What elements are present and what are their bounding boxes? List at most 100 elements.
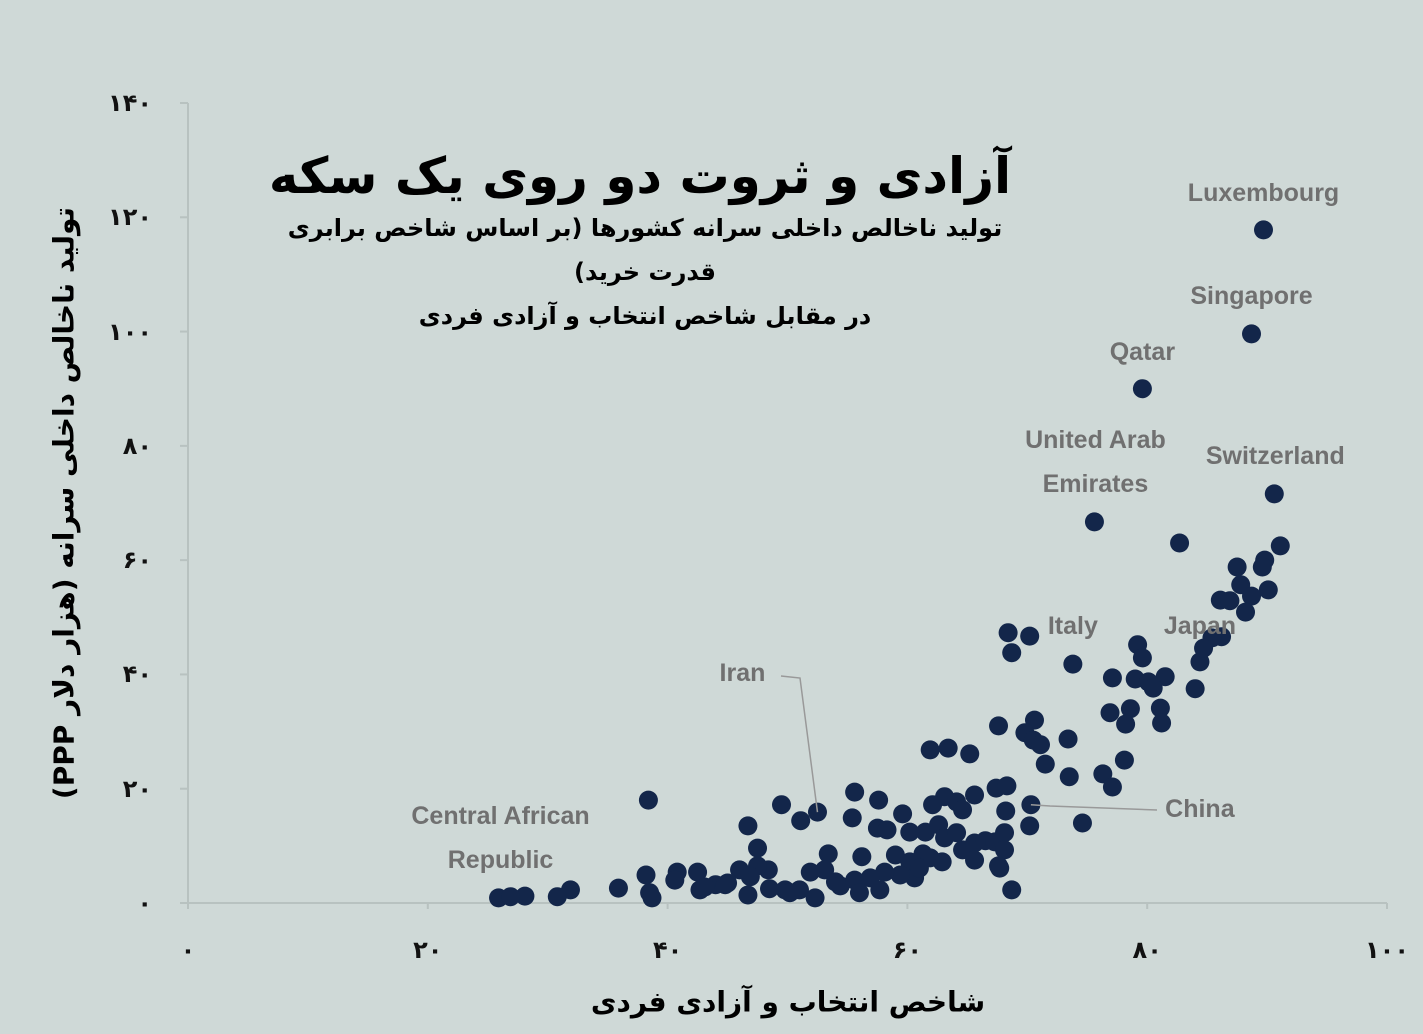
point-label: Central African Republic [411, 801, 590, 874]
point [877, 820, 897, 840]
point [1020, 626, 1040, 646]
point [965, 785, 985, 805]
point-label: Switzerland [1205, 441, 1345, 470]
point [1220, 591, 1240, 611]
y-tick-label: ۴۰ [122, 660, 152, 689]
point [1114, 750, 1134, 770]
point [780, 883, 800, 903]
point [665, 870, 685, 890]
point [805, 888, 825, 908]
point [738, 816, 758, 836]
point [869, 790, 889, 810]
point [501, 887, 521, 907]
point [748, 838, 768, 858]
point [1020, 816, 1040, 836]
point [638, 790, 658, 810]
point [636, 865, 656, 885]
point [1242, 324, 1262, 344]
point [818, 844, 838, 864]
point [1254, 220, 1274, 240]
point [1185, 679, 1205, 699]
y-tick-label: ۱۰۰ [108, 317, 152, 346]
x-tick-label: ۸۰ [1132, 936, 1162, 964]
point [1102, 777, 1122, 797]
point [995, 840, 1015, 860]
leader-line [780, 675, 819, 813]
point [1258, 580, 1278, 600]
x-tick-label: ۱۰۰ [1365, 936, 1409, 964]
point [998, 623, 1018, 643]
point [1002, 643, 1022, 663]
point [1072, 813, 1092, 833]
point [875, 862, 895, 882]
point [1155, 667, 1175, 687]
point-label: Italy [1047, 612, 1098, 641]
point [1242, 586, 1262, 606]
point [923, 795, 943, 815]
y-tick-label: ۶۰ [122, 546, 152, 575]
point-label: Iran [719, 659, 766, 688]
point-label: Qatar [1109, 337, 1176, 366]
point [1132, 379, 1152, 399]
x-tick-label: ۰ [180, 936, 196, 964]
point [715, 875, 735, 895]
point [1194, 638, 1214, 658]
point [1132, 648, 1152, 668]
point-label: Singapore [1190, 281, 1313, 310]
point [1063, 654, 1083, 674]
point [909, 858, 929, 878]
point [1252, 557, 1272, 577]
point [1152, 713, 1172, 733]
point [996, 801, 1016, 821]
point [953, 800, 973, 820]
point [920, 740, 940, 760]
point [830, 876, 850, 896]
point [738, 885, 758, 905]
x-axis-label: شاخص انتخاب و آزادی فردی [590, 985, 986, 1019]
chart-subtitle: تولید ناخالص داخلی سرانه کشورها (بر اساس… [287, 214, 1003, 330]
y-tick-label: ۲۰ [122, 774, 152, 803]
y-tick-label: ۸۰ [122, 431, 152, 460]
point-label: Luxembourg [1187, 178, 1340, 207]
y-tick-label: ۱۲۰ [108, 203, 152, 232]
point [1227, 557, 1247, 577]
point [1100, 703, 1120, 723]
point-label: United Arab Emirates [1025, 425, 1166, 498]
point [1116, 714, 1136, 734]
point [947, 823, 967, 843]
point [1264, 484, 1284, 504]
point [997, 776, 1017, 796]
point-label: China [1165, 794, 1235, 823]
point [1002, 880, 1022, 900]
point [760, 879, 780, 899]
point [1058, 729, 1078, 749]
y-tick-label: ۰ [137, 889, 152, 917]
point [1120, 699, 1140, 719]
point [938, 738, 958, 758]
point [1093, 764, 1113, 784]
x-tick-label: ۲۰ [413, 936, 443, 964]
leader-line [1030, 803, 1158, 811]
point [965, 850, 985, 870]
point [1170, 533, 1190, 553]
point [849, 883, 869, 903]
point [885, 845, 905, 865]
chart-title: آزادی و ثروت دو روی یک سکه [268, 147, 1012, 205]
point [730, 860, 750, 880]
point [995, 823, 1015, 843]
y-tick-label: ۱۴۰ [108, 89, 152, 117]
point [1059, 767, 1079, 787]
x-tick-label: ۴۰ [652, 936, 683, 964]
point [547, 887, 567, 907]
point [1236, 602, 1256, 622]
point [1150, 698, 1170, 718]
point [1030, 735, 1050, 755]
point [900, 822, 920, 842]
point [1035, 754, 1055, 774]
point [989, 716, 1009, 736]
point [842, 808, 862, 828]
point [960, 744, 980, 764]
point [1143, 678, 1163, 698]
